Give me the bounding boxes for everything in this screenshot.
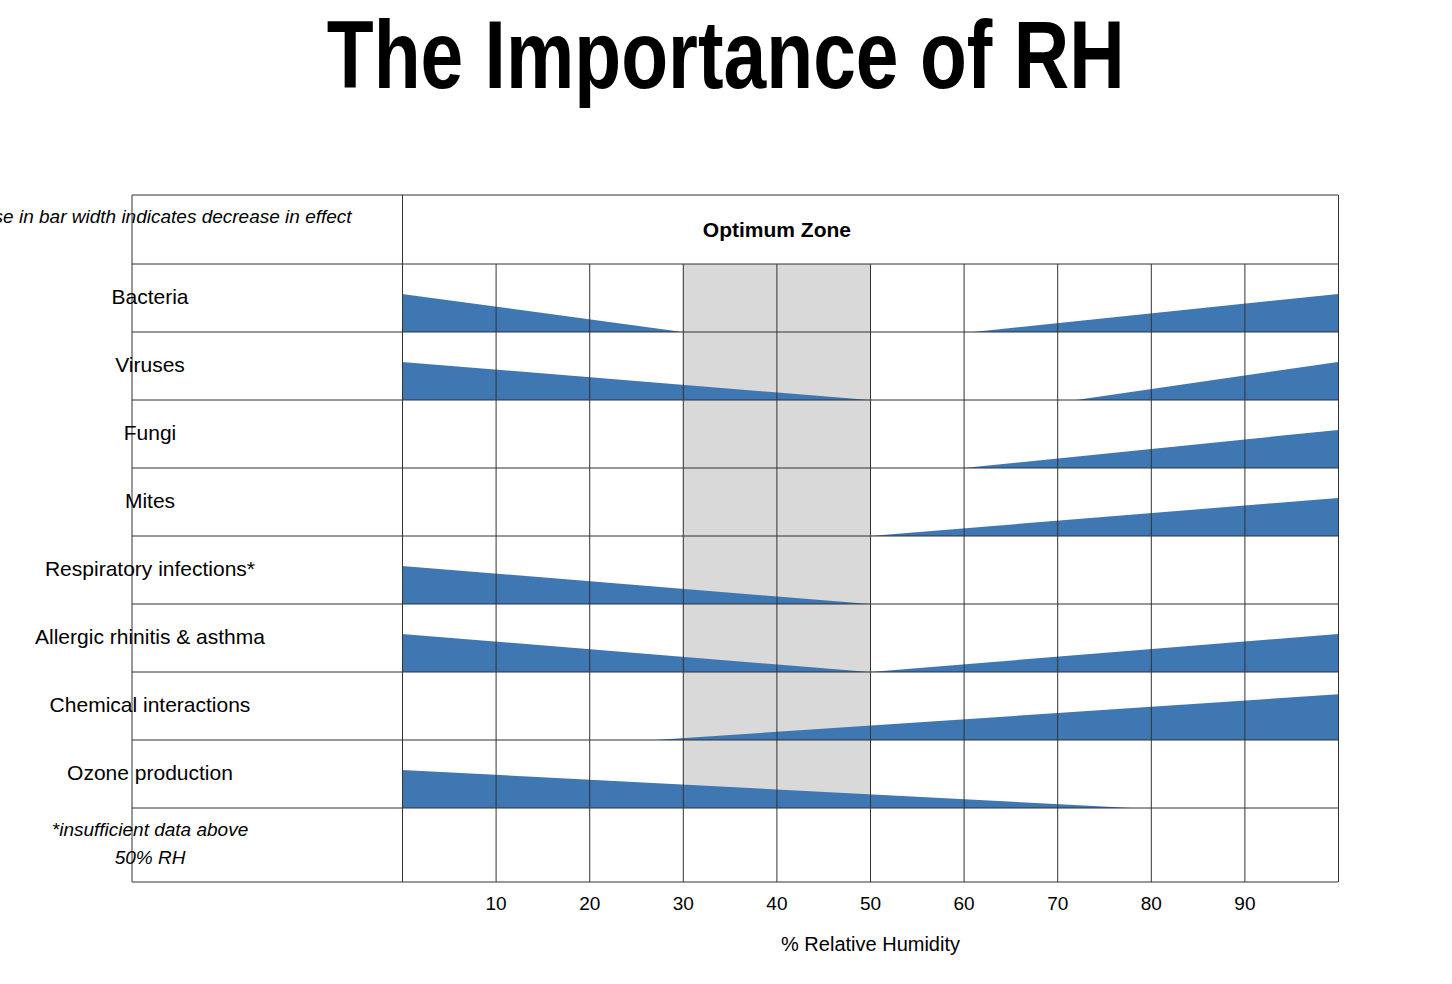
svg-text:Chemical interactions: Chemical interactions [50,693,251,716]
svg-text:70: 70 [1047,893,1068,914]
svg-text:10: 10 [486,893,507,914]
svg-text:60: 60 [954,893,975,914]
svg-text:Ozone production: Ozone production [67,761,233,784]
svg-text:20: 20 [579,893,600,914]
svg-text:Respiratory infections*: Respiratory infections* [45,557,255,580]
svg-text:% Relative Humidity: % Relative Humidity [781,933,960,955]
svg-text:*insufficient data above: *insufficient data above [52,819,248,840]
svg-text:50% RH: 50% RH [115,847,186,868]
svg-text:Fungi: Fungi [124,421,177,444]
svg-text:Mites: Mites [125,489,175,512]
svg-text:30: 30 [673,893,694,914]
svg-text:Optimum Zone: Optimum Zone [703,218,851,241]
svg-text:Allergic rhinitis & asthma: Allergic rhinitis & asthma [35,625,265,648]
svg-text:Decrease in bar width indicate: Decrease in bar width indicates decrease… [0,206,352,227]
svg-text:80: 80 [1141,893,1162,914]
svg-text:40: 40 [766,893,787,914]
html-text:The Importance of RH: The Importance of RH [327,1,1125,108]
svg-text:50: 50 [860,893,881,914]
svg-text:Bacteria: Bacteria [111,285,188,308]
svg-text:90: 90 [1234,893,1255,914]
svg-text:Viruses: Viruses [115,353,185,376]
